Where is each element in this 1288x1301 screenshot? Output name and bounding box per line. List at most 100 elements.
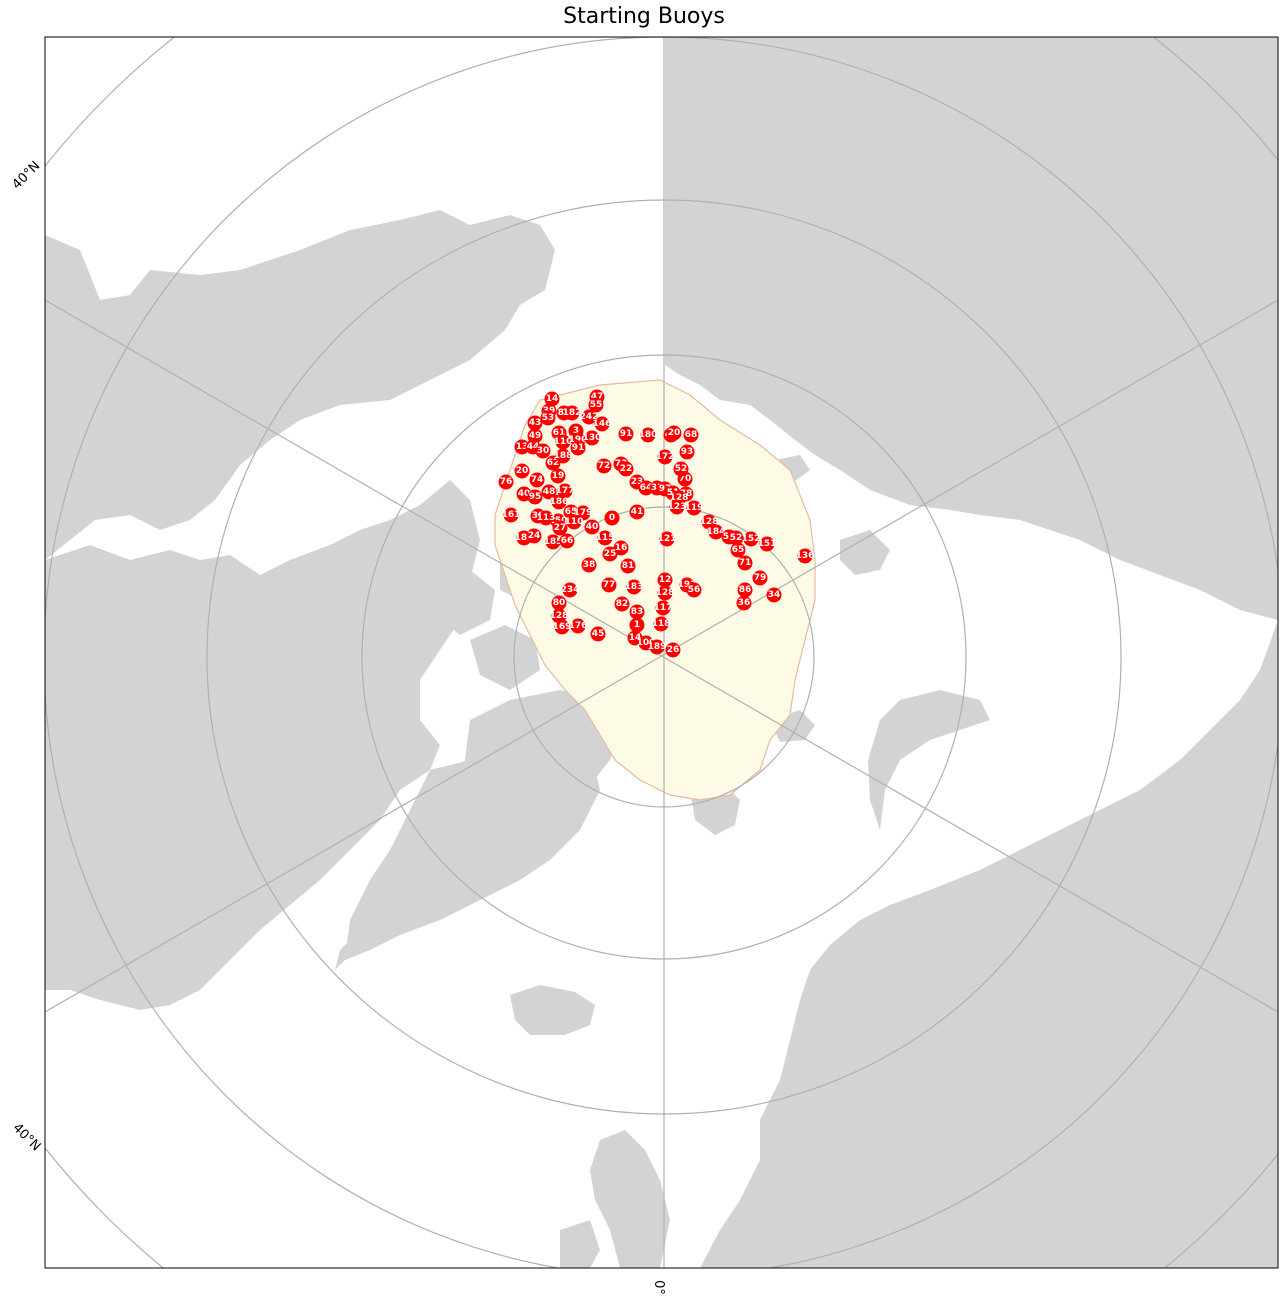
meridian-120 <box>45 299 1278 1013</box>
buoy-marker: 34 <box>766 587 782 603</box>
buoy-label: 48 <box>543 487 556 497</box>
buoy-label: 113 <box>537 513 556 523</box>
buoy-marker: 169 <box>553 619 572 635</box>
buoy-dot <box>584 519 600 535</box>
buoy-label: 55 <box>590 400 603 410</box>
buoy-marker: 64 <box>638 480 654 496</box>
buoy-marker: 182 <box>563 405 581 421</box>
buoy-marker: 185 <box>544 534 562 550</box>
buoy-label: 152 <box>742 534 761 544</box>
buoy-dot <box>555 448 571 464</box>
buoy-dot <box>529 472 545 488</box>
buoy-label: 52 <box>675 464 688 474</box>
buoy-dot <box>597 530 613 546</box>
buoy-label: 38 <box>583 560 596 570</box>
buoy-marker: 40 <box>584 519 600 535</box>
buoy-label: 26 <box>667 645 680 655</box>
buoy-label: 91 <box>620 429 633 439</box>
buoy-marker: 95 <box>527 489 543 505</box>
buoy-dot <box>581 409 597 425</box>
buoy-marker: 22 <box>618 461 634 477</box>
buoy-dot <box>526 528 542 544</box>
buoy-label: 23 <box>631 477 644 487</box>
buoy-marker: 86 <box>737 582 753 598</box>
buoy-label: 20 <box>516 466 529 476</box>
buoy-dot <box>708 524 724 540</box>
buoy-marker: 72 <box>596 458 612 474</box>
buoy-dot <box>601 577 617 593</box>
buoy-label: 176 <box>569 621 588 631</box>
buoy-label: 119 <box>685 503 704 513</box>
buoy-marker: 121 <box>658 531 677 547</box>
buoy-marker: 176 <box>569 618 588 634</box>
buoy-dot <box>666 425 682 441</box>
buoy-marker: 136 <box>796 548 814 564</box>
buoy-dot <box>673 461 689 477</box>
buoy-dot <box>759 536 775 552</box>
buoy-label: 65 <box>565 507 578 517</box>
buoy-marker: 27 <box>552 520 568 536</box>
buoy-dot <box>584 430 600 446</box>
buoy-label: 121 <box>658 534 677 544</box>
buoy-label: 62 <box>547 458 560 468</box>
buoy-dot <box>552 520 568 536</box>
buoy-label: 78 <box>680 489 693 499</box>
buoy-marker: 119 <box>685 500 704 516</box>
buoy-label: 53 <box>542 413 555 423</box>
buoy-dot <box>604 510 620 526</box>
buoy-label: 183 <box>625 582 644 592</box>
buoy-label: 27 <box>554 523 567 533</box>
buoy-label: 110 <box>565 517 584 527</box>
buoy-label: 45 <box>592 629 605 639</box>
buoy-dot <box>629 617 645 633</box>
buoy-dot <box>555 434 571 450</box>
buoy-marker: 66 <box>559 533 575 549</box>
buoy-dot <box>550 468 566 484</box>
buoy-label: 115 <box>596 533 615 543</box>
buoy-marker: 30 <box>535 443 551 459</box>
buoy-label: 40 <box>518 489 531 499</box>
buoy-dot <box>498 474 514 490</box>
buoy-label: 110 <box>554 437 573 447</box>
land-canada <box>45 480 480 1010</box>
buoy-label: 179 <box>574 508 593 518</box>
buoy-marker: 91 <box>570 440 586 456</box>
buoy-label: 40 <box>586 522 599 532</box>
buoy-label: 33 <box>651 483 664 493</box>
buoy-label: 3 <box>573 426 579 436</box>
buoy-label: 161 <box>502 510 521 520</box>
buoy-label: 169 <box>553 622 572 632</box>
buoy-marker: 14 <box>544 391 560 407</box>
buoy-marker: 113 <box>537 510 556 526</box>
buoy-label: 190 <box>569 435 588 445</box>
buoy-marker: 65 <box>730 542 746 558</box>
land-canada-island-1 <box>395 510 455 575</box>
buoy-dot <box>752 570 768 586</box>
buoy-marker: 45 <box>590 626 606 642</box>
land-canada-island-3 <box>470 625 540 690</box>
buoy-dot <box>743 531 759 547</box>
buoy-marker: 151 <box>758 536 777 552</box>
buoy-dot <box>736 595 752 611</box>
buoy-dot <box>618 461 634 477</box>
buoy-label: 64 <box>640 483 653 493</box>
buoy-dot <box>686 500 702 516</box>
buoy-dot <box>626 579 642 595</box>
buoy-marker: 36 <box>736 595 752 611</box>
buoy-label: 1 <box>634 620 640 630</box>
buoy-marker: 77 <box>601 577 617 593</box>
buoy-marker: 183 <box>625 579 644 595</box>
land-severnaya-zemlya <box>840 530 890 575</box>
buoy-label: 16 <box>615 543 628 553</box>
buoy-marker: 1 <box>629 617 645 633</box>
buoy-label: 72 <box>598 461 611 471</box>
buoy-label: 151 <box>758 539 777 549</box>
land-iceland <box>510 985 595 1035</box>
buoy-label: 181 <box>515 533 534 543</box>
buoy-label: 180 <box>639 430 658 440</box>
buoy-dot <box>570 440 586 456</box>
buoy-label: 65 <box>732 545 745 555</box>
buoy-dot <box>559 533 575 549</box>
buoy-label: 36 <box>738 598 751 608</box>
